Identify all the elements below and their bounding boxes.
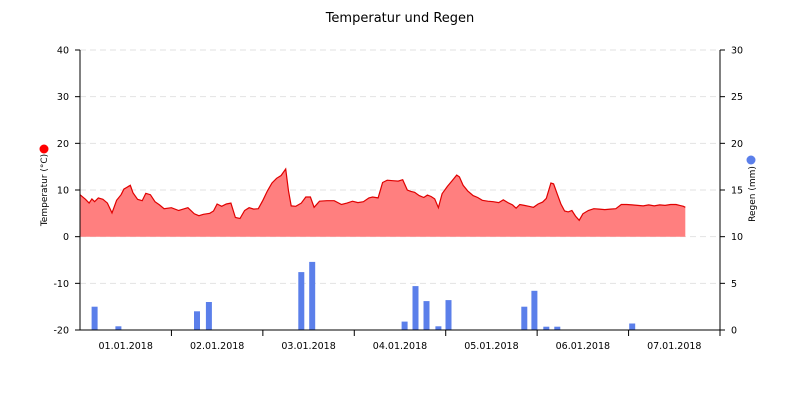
rain-bar: [543, 326, 550, 330]
y-right-tick-label: 25: [731, 92, 743, 103]
y-right-title-group: Regen (mm): [746, 155, 758, 222]
y-left-axis-title: Temperatur (°C): [40, 154, 50, 227]
rain-bar: [554, 326, 561, 330]
y-right-tick-label: 30: [731, 46, 743, 57]
y-left-tick-label: -10: [53, 279, 69, 290]
y-left-tick-label: 30: [57, 92, 69, 103]
temperature-line: [79, 167, 686, 222]
rain-bar: [194, 311, 200, 330]
temperature-marker: [39, 144, 49, 154]
x-tick-label: 03.01.2018: [281, 341, 335, 352]
rain-bar: [521, 306, 528, 330]
y-left-tick-label: 40: [57, 46, 69, 57]
temperature-area: [80, 169, 686, 237]
chart-title: Temperatur und Regen: [325, 11, 475, 26]
y-left-tick-label: 20: [57, 139, 69, 150]
y-left-title-group: Temperatur (°C): [39, 144, 50, 227]
y-right-tick-label: 20: [731, 139, 743, 150]
rain-bar: [412, 286, 419, 330]
rain-bar: [531, 290, 538, 330]
x-tick-label: 07.01.2018: [647, 341, 701, 352]
rain-bar: [309, 261, 316, 330]
y-right-tick-label: 0: [731, 326, 737, 337]
rain-bar: [423, 301, 430, 330]
rain-bar: [298, 272, 305, 330]
rain-bar: [401, 321, 408, 330]
y-left-tick-label: 10: [57, 186, 69, 197]
x-tick-label: 04.01.2018: [373, 341, 427, 352]
rain-bar: [629, 323, 636, 330]
y-right-tick-label: 5: [731, 279, 737, 290]
x-tick-label: 05.01.2018: [464, 341, 518, 352]
rain-bar: [115, 326, 122, 330]
y-right-tick-label: 15: [731, 186, 743, 197]
rain-bar: [205, 302, 212, 330]
x-tick-label: 02.01.2018: [190, 341, 244, 352]
rain-bar: [91, 306, 98, 330]
rain-bar: [445, 300, 452, 330]
rain-bar: [435, 326, 442, 330]
x-tick-label: 01.01.2018: [99, 341, 153, 352]
rain-marker: [746, 155, 756, 165]
y-left-tick-label: -20: [53, 326, 69, 337]
series-layer: [79, 167, 686, 330]
grid-layer: [80, 49, 720, 284]
tick-layer: 40 30 20 10 0 -10 -20 30 25 20 15 10 5 0 01.01.2018 02.…: [53, 46, 743, 353]
x-tick-label: 06.01.2018: [556, 341, 610, 352]
y-right-axis-title: Regen (mm): [748, 166, 758, 222]
y-right-tick-label: 10: [731, 232, 743, 243]
y-left-tick-label: 0: [63, 232, 69, 243]
